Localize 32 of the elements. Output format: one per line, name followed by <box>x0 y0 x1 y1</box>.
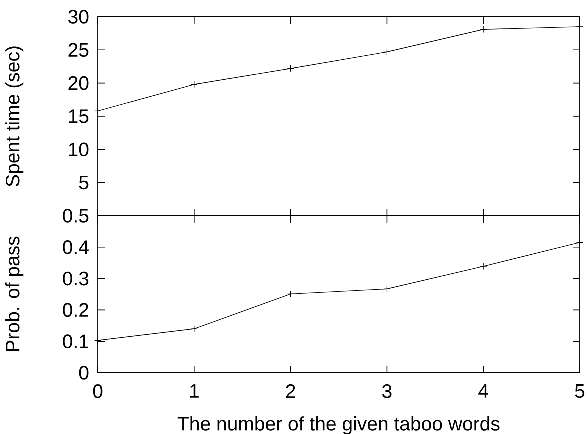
point <box>190 81 198 88</box>
x-tick-label: 2 <box>286 384 296 398</box>
y-tick-label: 0.2 <box>63 303 88 318</box>
point <box>384 48 391 56</box>
y-tick-label: 30 <box>68 10 89 24</box>
y-tick-label: 0.1 <box>63 334 89 348</box>
y-tick-label: 0.4 <box>63 240 89 254</box>
y-tick-label: 0.3 <box>63 272 89 286</box>
point <box>576 23 584 30</box>
y-axis-title: Prob. of pass <box>5 236 24 352</box>
y-axis-title: Spent time (sec) <box>5 46 24 187</box>
y-tick-label: 25 <box>68 43 89 58</box>
y-tick-label: 5 <box>79 176 89 190</box>
y-tick-label: 10 <box>69 142 89 157</box>
y-tick-label: 0 <box>79 366 89 380</box>
point <box>94 108 102 115</box>
x-tick-label: 0 <box>93 384 103 398</box>
point <box>480 263 488 270</box>
x-tick-label: 3 <box>382 384 392 398</box>
y-tick-label: 15 <box>69 110 89 124</box>
point <box>287 290 294 298</box>
x-tick-label: 5 <box>575 384 585 398</box>
point <box>384 286 391 293</box>
point <box>94 337 102 344</box>
point <box>576 239 584 246</box>
x-tick-label: 4 <box>478 384 488 398</box>
y-tick-label: 20 <box>68 76 89 90</box>
x-tick-label: 1 <box>190 384 199 398</box>
point <box>480 26 488 34</box>
y-tick-label: 0.5 <box>63 209 89 223</box>
point <box>190 326 198 333</box>
point <box>287 65 294 72</box>
